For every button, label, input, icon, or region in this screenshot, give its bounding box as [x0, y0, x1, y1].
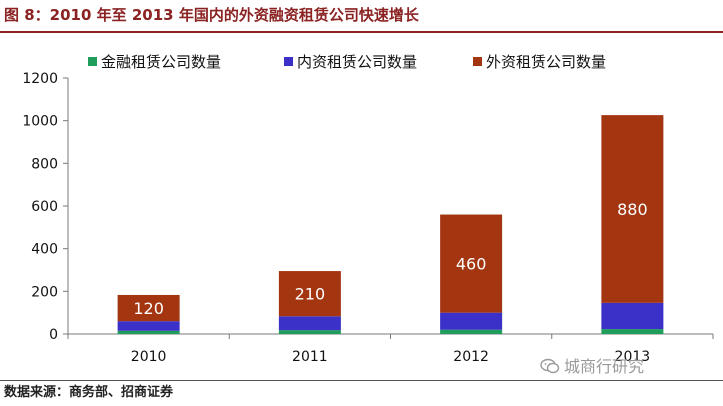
y-tick-label: 1200: [22, 71, 58, 87]
bar-2011-series-3: [278, 271, 341, 317]
legend-label-3: 外资租赁公司数量: [486, 53, 606, 71]
bar-2013-series-2: [601, 302, 664, 330]
source-divider: [0, 380, 723, 381]
data-label-2012: 460: [456, 255, 487, 274]
bar-2012-series-3: [440, 214, 503, 313]
data-label-2011: 210: [295, 285, 326, 304]
data-source: 数据来源：商务部、招商证券: [4, 385, 174, 400]
bar-2013-series-3: [601, 115, 664, 303]
bar-2013-series-1: [601, 329, 664, 334]
bar-2010-series-3: [117, 294, 180, 322]
bar-2012-series-1: [440, 329, 503, 334]
x-tick-label: 2013: [615, 349, 651, 365]
legend-swatch-1: [88, 57, 97, 66]
x-tick-label: 2012: [453, 349, 489, 365]
x-tick-label: 2010: [131, 349, 167, 365]
watermark: 城商行研究: [540, 357, 644, 377]
y-tick-label: 0: [49, 327, 58, 343]
title-divider: [0, 31, 723, 33]
y-tick-label: 800: [31, 156, 58, 172]
data-label-2013: 880: [617, 200, 648, 219]
y-tick-label: 1000: [22, 114, 58, 130]
bar-2011-series-1: [278, 330, 341, 334]
bar-2012-series-2: [440, 312, 503, 330]
figure-title: 图 8：2010 年至 2013 年国内的外资融资租赁公司快速增长: [4, 6, 419, 24]
bar-2010-series-2: [117, 321, 180, 331]
y-tick-label: 600: [31, 199, 58, 215]
bar-2010-series-1: [117, 330, 180, 334]
wechat-icon: [540, 358, 560, 374]
data-label-2010: 120: [133, 299, 164, 318]
legend-swatch-3: [473, 57, 482, 66]
stacked-bar-chart: 金融租赁公司数量 内资租赁公司数量 外资租赁公司数量 0 200 400 600 800 100…: [22, 53, 714, 365]
y-tick-label: 200: [31, 284, 58, 300]
legend-swatch-2: [284, 57, 293, 66]
bar-2011-series-2: [278, 316, 341, 331]
x-tick-label: 2011: [292, 349, 328, 365]
legend-label-1: 金融租赁公司数量: [101, 53, 221, 71]
legend-label-2: 内资租赁公司数量: [297, 53, 417, 71]
watermark-text: 城商行研究: [564, 357, 645, 376]
y-tick-label: 400: [31, 242, 58, 258]
